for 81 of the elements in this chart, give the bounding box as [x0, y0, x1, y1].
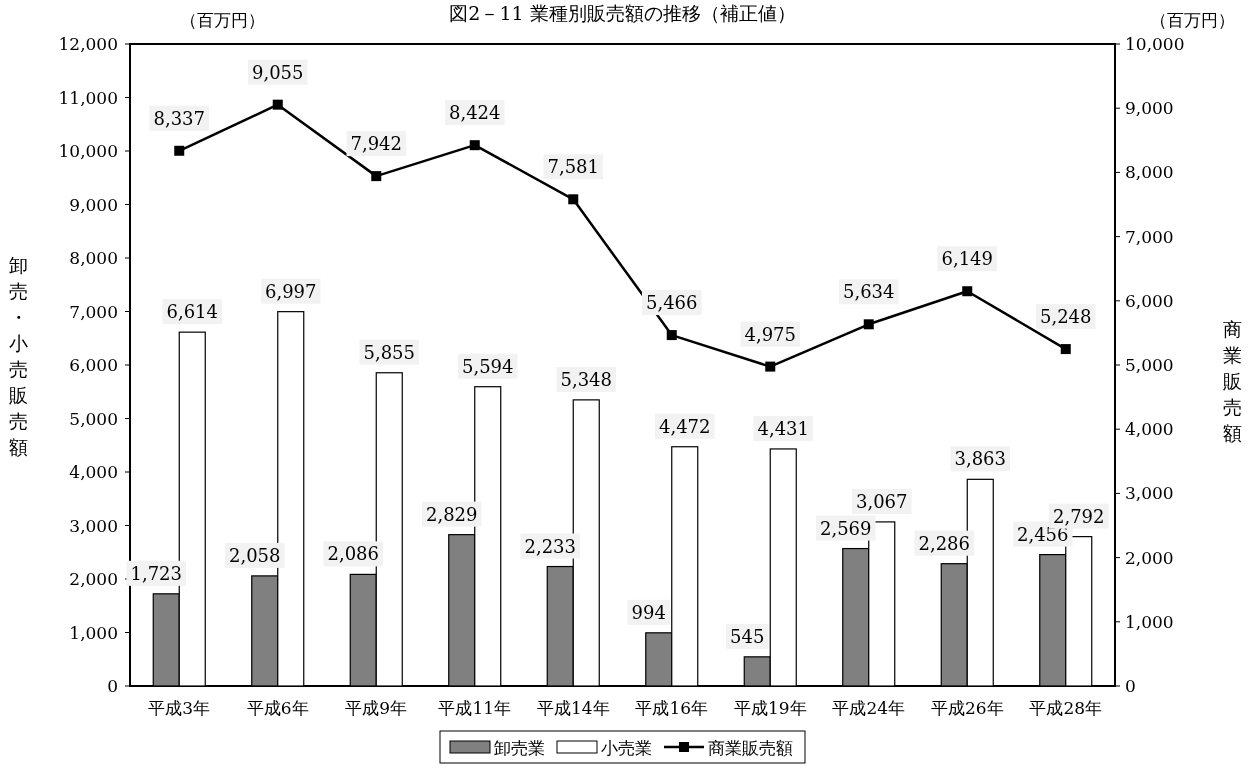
point	[863, 319, 874, 330]
y-tick-label: 10,000	[58, 141, 118, 161]
legend-label: 小売業	[601, 738, 652, 758]
data-label: 6,149	[941, 248, 994, 270]
legend-label: 卸売業	[494, 738, 545, 758]
y2-tick-label: 10,000	[1125, 34, 1185, 54]
data-label: 2,233	[524, 535, 577, 557]
y2-tick-label: 0	[1125, 676, 1136, 696]
legend-label: 商業販売額	[708, 738, 793, 758]
data-label: 4,975	[744, 323, 797, 345]
data-label: 5,634	[842, 281, 895, 303]
chart-title: 図2－11 業種別販売額の推移（補正値）	[449, 2, 796, 24]
point	[371, 171, 382, 182]
x-tick-label: 平成14年	[536, 698, 610, 718]
data-label: 5,466	[645, 292, 698, 314]
data-label: 2,086	[327, 543, 380, 565]
y-tick-label: 7,000	[69, 301, 118, 322]
x-tick-label: 平成26年	[930, 698, 1004, 718]
data-label: 994	[631, 601, 666, 623]
x-tick-label: 平成6年	[246, 698, 309, 718]
point	[962, 286, 973, 297]
data-label: 6,997	[264, 280, 317, 302]
data-label: 1,723	[130, 562, 183, 584]
y2-tick-label: 6,000	[1125, 290, 1174, 311]
x-tick-label: 平成19年	[733, 698, 807, 718]
data-label: 2,829	[425, 503, 478, 525]
y-tick-label: 11,000	[58, 87, 118, 108]
x-tick-label: 平成3年	[148, 698, 211, 718]
data-label: 9,055	[251, 61, 304, 83]
point	[666, 330, 677, 341]
data-label: 2,569	[819, 517, 872, 539]
y-tick-label: 6,000	[69, 355, 118, 375]
data-label: 2,792	[1052, 505, 1105, 527]
y2-tick-label: 3,000	[1125, 483, 1174, 504]
y2-tick-label: 2,000	[1125, 547, 1174, 568]
y2-tick-label: 8,000	[1125, 162, 1174, 183]
x-tick-label: 平成16年	[635, 698, 709, 718]
point	[174, 145, 185, 156]
data-label: 7,942	[350, 133, 403, 155]
y-tick-label: 3,000	[69, 515, 118, 536]
point	[469, 140, 480, 151]
point	[1060, 344, 1071, 355]
y-axis-title: 卸売・小売販売額	[8, 254, 28, 458]
y-tick-label: 1,000	[69, 622, 118, 643]
data-label: 6,614	[166, 301, 219, 323]
x-tick-label: 平成28年	[1029, 698, 1103, 718]
data-label: 7,581	[547, 156, 600, 178]
data-label: 5,594	[461, 355, 514, 377]
data-label: 2,058	[228, 544, 281, 566]
y-tick-label: 8,000	[69, 248, 118, 268]
y-tick-label: 2,000	[69, 569, 118, 589]
y2-tick-label: 9,000	[1125, 98, 1174, 119]
point	[765, 361, 776, 372]
y2-tick-label: 1,000	[1125, 611, 1174, 632]
y-tick-label: 0	[107, 676, 118, 696]
x-tick-label: 平成11年	[438, 698, 512, 718]
y-tick-label: 12,000	[58, 34, 118, 54]
y2-axis-title: 商業販売額	[1222, 318, 1242, 444]
x-tick-label: 平成24年	[832, 698, 906, 718]
point	[568, 194, 579, 205]
data-label: 8,424	[448, 102, 501, 124]
data-label: 5,855	[363, 341, 416, 363]
y2-tick-label: 4,000	[1125, 419, 1174, 440]
data-label: 4,431	[757, 417, 810, 439]
x-tick-label: 平成9年	[345, 698, 408, 718]
point	[272, 99, 283, 110]
text: （百万円）	[180, 10, 265, 30]
data-label: 8,337	[153, 107, 206, 129]
y2-tick-label: 7,000	[1125, 226, 1174, 247]
data-label: 3,863	[954, 448, 1007, 470]
y-tick-label: 9,000	[69, 194, 118, 215]
data-label: 2,286	[918, 532, 971, 554]
data-label: 5,248	[1039, 306, 1092, 328]
y2-tick-label: 5,000	[1125, 355, 1174, 375]
data-label: 545	[730, 625, 765, 647]
y-tick-label: 5,000	[69, 408, 118, 429]
data-label: 5,348	[560, 368, 613, 390]
y-tick-label: 4,000	[69, 462, 118, 482]
text: （百万円）	[1150, 10, 1235, 30]
data-label: 4,472	[658, 415, 711, 437]
data-label: 3,067	[855, 490, 908, 512]
